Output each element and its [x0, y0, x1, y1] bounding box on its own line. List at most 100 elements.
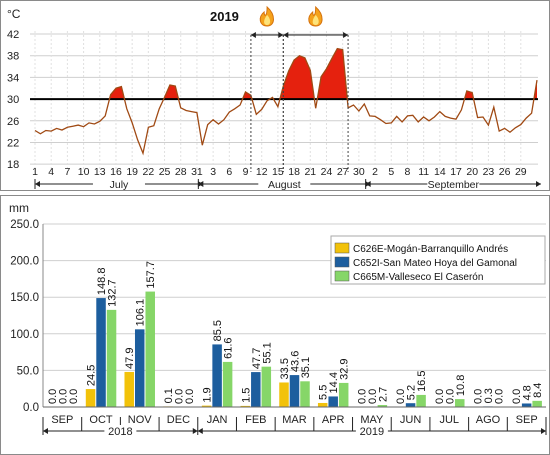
year-arrow-right: [192, 428, 198, 434]
bar-value-label: 0.0: [47, 389, 59, 404]
bar-c665m: [300, 381, 310, 407]
bar-value-label: 132.7: [107, 279, 119, 307]
legend-swatch: [334, 270, 350, 282]
x-tick-label: 22: [143, 166, 155, 178]
x-tick-label: 30: [353, 166, 365, 178]
x-tick-label: 29: [515, 166, 527, 178]
year-label-bg: [355, 425, 388, 437]
y-tick-label: 150.0: [10, 292, 39, 304]
month-label-bg: [92, 178, 145, 190]
bar-c626e: [279, 382, 289, 407]
bar-value-label: 4.8: [522, 385, 534, 400]
bar-value-label: 0.0: [493, 389, 505, 404]
x-tick-label: 5: [388, 166, 394, 178]
fire-icon-core: [264, 15, 271, 25]
x-tick-label: DEC: [167, 414, 190, 426]
bar-c652i: [405, 403, 416, 407]
bar-value-label: 1.9: [202, 387, 214, 402]
x-tick-label: 13: [94, 166, 106, 178]
bar-value-label: 5.5: [318, 385, 330, 400]
bar-c665m: [338, 382, 349, 407]
bar-value-label: 0.0: [511, 389, 523, 404]
bar-value-label: 32.9: [339, 358, 351, 379]
bar-c652i: [134, 329, 145, 407]
y-tick-label: 100.0: [10, 329, 39, 341]
bar-value-label: 0.0: [68, 389, 80, 404]
x-tick-label: 19: [126, 166, 138, 178]
temperature-panel: 42 38 34 30 26 22 18 °C 1 4 7 10 13 16 19 22 25 28 31 3 6 9 12…: [0, 0, 550, 191]
y-unit-label: °C: [7, 7, 21, 21]
x-tick-label: 8: [405, 166, 411, 178]
bar-c665m: [455, 399, 465, 407]
year-arrow-left: [197, 428, 203, 434]
x-tick-label: MAY: [360, 414, 384, 426]
x-tick-label: 20: [466, 166, 478, 178]
x-tick-label: 18: [288, 166, 300, 178]
y-tick-label: 200.0: [10, 256, 39, 268]
x-tick-label: APR: [322, 414, 345, 426]
heatwave-arrow-left: [250, 32, 256, 38]
bar-value-label: 0.0: [472, 389, 484, 404]
bar-value-label: 0.0: [57, 389, 69, 404]
y-tick-label: 22: [7, 137, 19, 149]
x-tick-label: 12: [256, 166, 268, 178]
legend-label: C652I-San Mateo Hoya del Gamonal: [353, 258, 517, 269]
bar-c665m: [532, 400, 542, 407]
bar-c665m: [106, 309, 117, 407]
bar-value-label: 5.2: [406, 385, 418, 400]
heatwave-arrow-right: [343, 32, 349, 38]
bar-value-label: 55.1: [261, 342, 273, 363]
x-tick-label: 4: [48, 166, 54, 178]
month-label-bg: [258, 178, 311, 190]
bar-c652i: [212, 344, 222, 407]
bar-c652i: [521, 403, 532, 407]
year-arrow-left: [43, 428, 48, 434]
bar-value-label: 157.7: [145, 261, 157, 289]
bar-value-label: 106.1: [135, 299, 147, 327]
bar-value-label: 0.1: [163, 388, 175, 403]
x-tick-label: 24: [321, 166, 333, 178]
legend-swatch: [334, 242, 350, 254]
month-arrow-left: [35, 181, 40, 187]
bar-value-label: 0.0: [356, 389, 368, 404]
x-tick-label: SEP: [516, 414, 538, 426]
x-tick-label: 27: [337, 166, 349, 178]
x-tick-label: 6: [226, 166, 232, 178]
legend-swatch: [334, 256, 350, 268]
bar-c626e: [85, 389, 96, 407]
bar-c665m: [145, 291, 155, 407]
bar-c626e: [317, 402, 328, 407]
month-arrow-left: [198, 181, 204, 187]
y-tick-label: 250.0: [10, 219, 39, 231]
bar-value-label: 47.7: [251, 348, 263, 369]
y-tick-label: 30: [7, 94, 19, 106]
bar-value-label: 0.0: [367, 389, 379, 404]
year-label: 2018: [108, 426, 132, 438]
y-tick-label: 26: [7, 116, 19, 128]
bar-value-label: 61.6: [223, 337, 235, 358]
x-tick-label: 26: [499, 166, 511, 178]
rainfall-chart: mm0.050.0100.0150.0200.0250.00.00.00.0SE…: [9, 201, 547, 438]
x-tick-label: OCT: [89, 414, 113, 426]
bar-value-label: 148.8: [96, 268, 108, 296]
bar-c652i: [96, 298, 106, 407]
bar-c652i: [251, 372, 261, 407]
x-tick-label: 11: [418, 166, 429, 178]
x-tick-label: AGO: [476, 414, 501, 426]
bar-c652i: [289, 375, 300, 407]
bar-value-label: 2.7: [377, 387, 389, 402]
y-unit-label: mm: [9, 201, 29, 215]
x-tick-label: 15: [272, 166, 284, 178]
x-tick-label: 2: [372, 166, 378, 178]
temperature-line: [34, 47, 538, 156]
y-tick-label: 42: [7, 29, 19, 41]
bar-value-label: 0.0: [434, 389, 446, 404]
bar-c665m: [222, 361, 233, 407]
legend-box: [330, 235, 546, 285]
bar-value-label: 8.4: [532, 383, 544, 398]
y-tick-label: 34: [7, 72, 19, 84]
bar-value-label: 33.5: [279, 358, 291, 379]
x-tick-label: 25: [159, 166, 171, 178]
year-label: 2019: [360, 426, 384, 438]
